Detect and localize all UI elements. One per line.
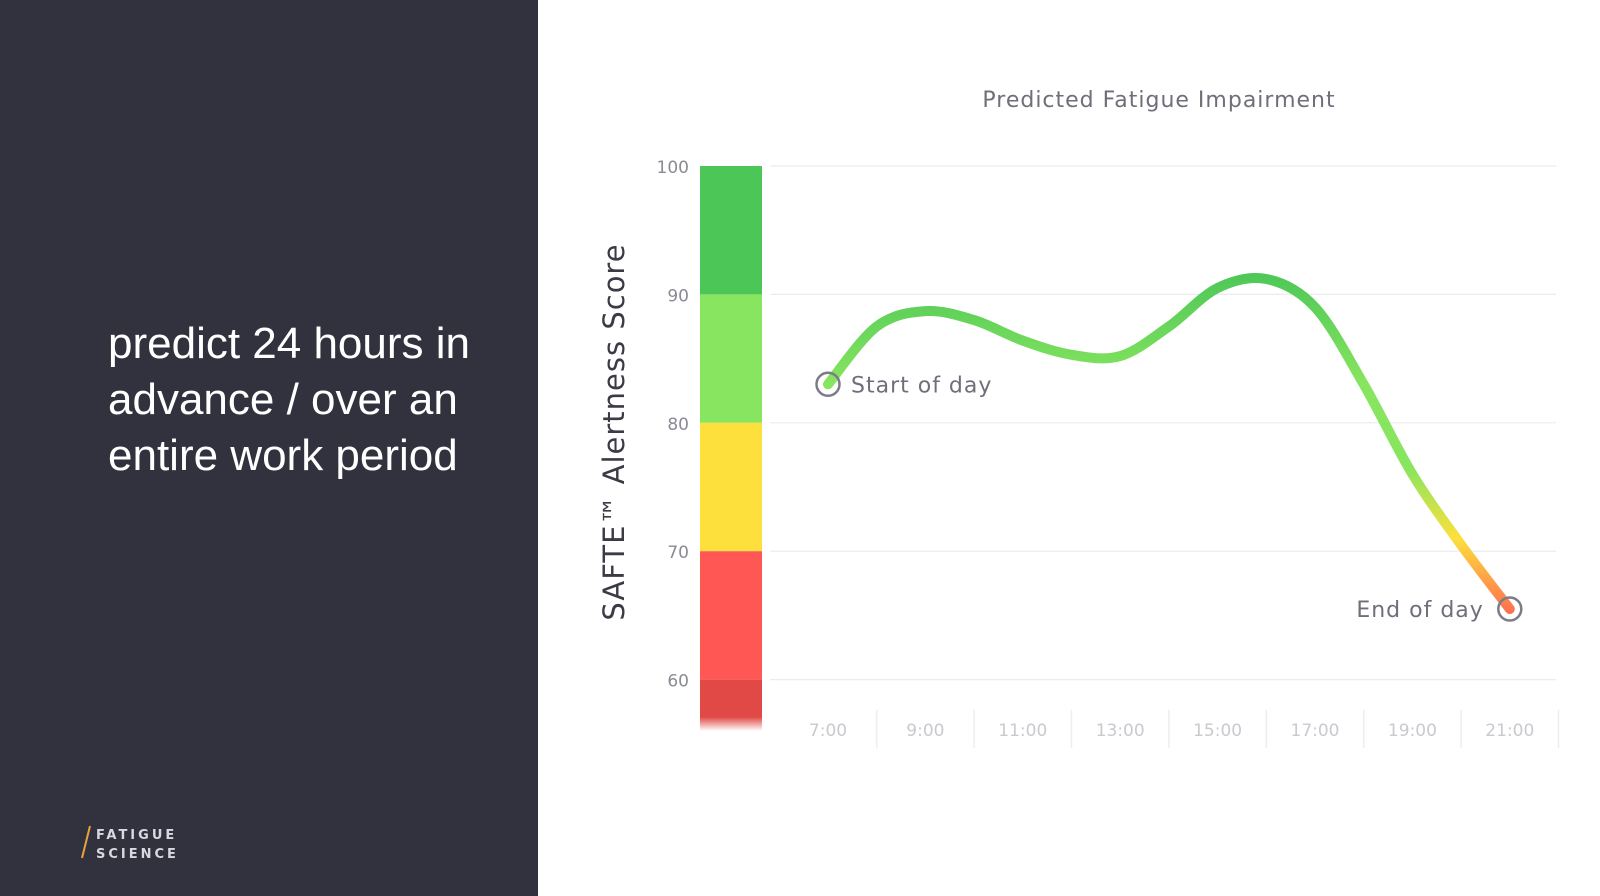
x-tick-label: 21:00 xyxy=(1485,721,1534,741)
annotations: Start of day End of day xyxy=(815,371,1523,623)
y-tick-label: 80 xyxy=(667,415,689,435)
x-tick-label: 15:00 xyxy=(1193,721,1242,741)
zone-56-60 xyxy=(700,679,762,717)
fatigue-science-logo: FATIGUE SCIENCE xyxy=(80,824,200,864)
left-panel: predict 24 hours in advance / over an en… xyxy=(0,0,538,896)
zone-70-80 xyxy=(700,422,762,552)
y-axis-label: SAFTE™ Alertness Score xyxy=(597,243,631,620)
annotation-label: Start of day xyxy=(851,373,992,398)
logo-line-1: FATIGUE xyxy=(96,828,178,843)
y-tick-label: 100 xyxy=(657,158,689,178)
zone-80-90 xyxy=(700,294,762,423)
logo-line-2: SCIENCE xyxy=(96,847,179,862)
alertness-zone-bar xyxy=(700,166,762,731)
logo-slash-icon xyxy=(81,825,91,859)
gridlines xyxy=(770,165,1556,681)
fatigue-chart: Predicted Fatigue Impairment SAFTE™ Aler… xyxy=(597,88,1560,748)
chart-title: Predicted Fatigue Impairment xyxy=(982,88,1335,113)
annotation-label: End of day xyxy=(1356,598,1483,623)
annotation-marker xyxy=(815,371,841,398)
y-tick-label: 60 xyxy=(667,672,689,692)
zone-90-100 xyxy=(700,166,762,295)
y-tick-label: 70 xyxy=(667,543,689,563)
x-tick-label: 17:00 xyxy=(1291,721,1340,741)
annotation-marker xyxy=(1497,596,1523,622)
logo-text: FATIGUE SCIENCE xyxy=(96,826,179,864)
x-tick-label: 9:00 xyxy=(906,721,944,741)
y-tick-label: 90 xyxy=(667,286,689,306)
x-tick-labels: 7:00 9:00 11:00 13:00 15:00 17:00 19:00 21:00 xyxy=(809,710,1560,748)
zone-60-70 xyxy=(700,551,762,680)
x-tick-label: 7:00 xyxy=(809,721,847,741)
headline: predict 24 hours in advance / over an en… xyxy=(108,319,470,480)
x-tick-label: 19:00 xyxy=(1388,721,1437,741)
zone-fade xyxy=(700,717,762,731)
x-tick-label: 11:00 xyxy=(998,721,1047,741)
x-tick-label: 13:00 xyxy=(1096,721,1145,741)
alertness-series-line xyxy=(823,272,1515,615)
y-tick-labels: 100 90 80 70 60 xyxy=(657,158,689,692)
